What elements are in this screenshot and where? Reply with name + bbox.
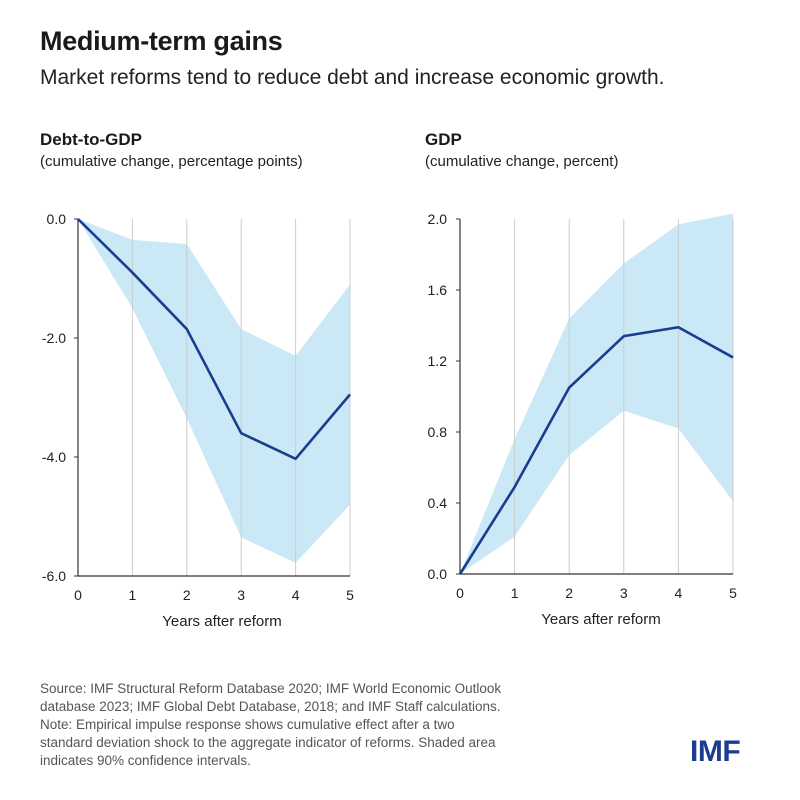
gdp-y-tick-label: 0.4 [428, 495, 448, 511]
imf-logo: IMF [690, 735, 741, 768]
gdp-y-tick-label: 0.0 [428, 566, 448, 582]
footnote-line: Source: IMF Structural Reform Database 2… [40, 681, 502, 696]
footnote-line: indicates 90% confidence intervals. [40, 753, 251, 768]
debt-series-line [77, 218, 351, 461]
debt-y-tick-label: 0.0 [47, 211, 67, 227]
right-panel-title: GDP [425, 130, 462, 149]
gdp-y-tick-label: 2.0 [428, 211, 448, 227]
gdp-x-axis-label: Years after reform [541, 611, 661, 628]
gdp-x-tick-label: 3 [620, 585, 628, 601]
debt-y-tick-label: -6.0 [42, 568, 66, 584]
chart-subtitle: Market reforms tend to reduce debt and i… [40, 66, 665, 89]
gdp-x-tick-label: 2 [565, 585, 573, 601]
gdp-x-tick-label: 5 [729, 585, 737, 601]
left-panel-title: Debt-to-GDP [40, 130, 142, 149]
chart-title: Medium-term gains [40, 26, 283, 56]
gdp-series-line [458, 325, 734, 575]
debt-x-tick-label: 5 [346, 587, 354, 603]
gdp-x-tick-label: 0 [456, 585, 464, 601]
debt-x-tick-label: 4 [292, 587, 300, 603]
debt-x-tick-label: 1 [129, 587, 137, 603]
debt-y-tick-label: -4.0 [42, 449, 66, 465]
left-panel-subtitle: (cumulative change, percentage points) [40, 153, 303, 170]
debt-x-tick-label: 3 [237, 587, 245, 603]
gdp-confidence-band [460, 213, 733, 575]
gdp-x-tick-label: 4 [675, 585, 683, 601]
debt-x-axis-label: Years after reform [162, 613, 282, 630]
right-panel-subtitle: (cumulative change, percent) [425, 153, 619, 170]
gdp-y-tick-label: 1.6 [428, 282, 448, 298]
debt-confidence-band [78, 219, 350, 563]
gdp-y-tick-label: 0.8 [428, 424, 448, 440]
debt-x-tick-label: 2 [183, 587, 191, 603]
gdp-y-tick-label: 1.2 [428, 353, 448, 369]
debt-y-tick-label: -2.0 [42, 330, 66, 346]
debt-x-tick-label: 0 [74, 587, 82, 603]
footnote-line: standard deviation shock to the aggregat… [40, 735, 496, 750]
footnote-line: database 2023; IMF Global Debt Database,… [40, 699, 501, 714]
footnote: Source: IMF Structural Reform Database 2… [40, 680, 640, 770]
gdp-x-tick-label: 1 [511, 585, 519, 601]
footnote-line: Note: Empirical impulse response shows c… [40, 717, 455, 732]
